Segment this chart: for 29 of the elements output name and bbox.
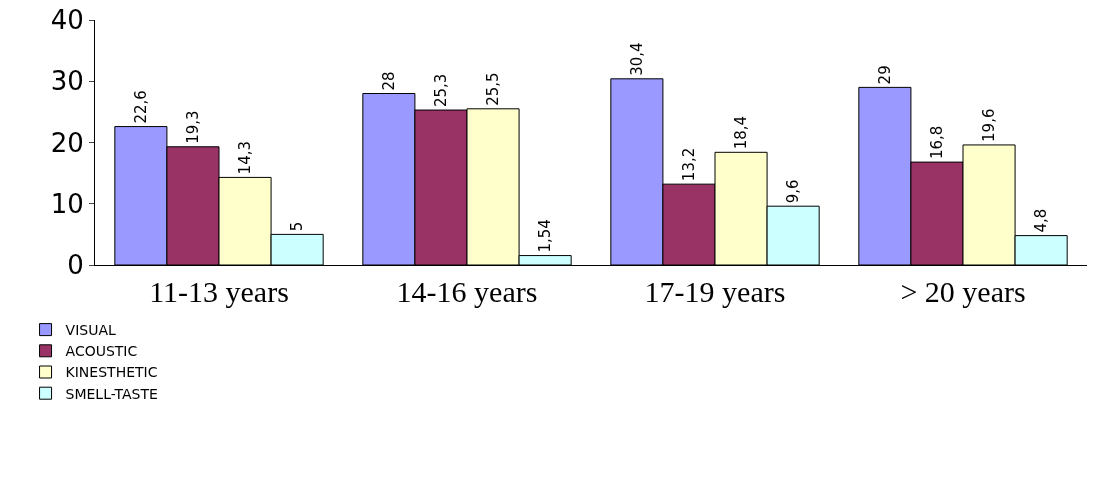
data-label: 25,3 <box>431 73 450 108</box>
legend-label: KINESTHETIC <box>65 364 158 381</box>
y-tick-label: 20 <box>50 127 84 158</box>
data-label: 5 <box>288 221 307 232</box>
data-label: 1,54 <box>536 219 555 253</box>
data-label: 28 <box>379 71 398 91</box>
data-label: 4,8 <box>1032 208 1051 233</box>
data-label: 13,2 <box>679 147 698 182</box>
data-label: 14,3 <box>236 141 255 175</box>
data-label: 30,4 <box>627 42 646 76</box>
data-label: 9,6 <box>784 179 803 204</box>
y-tick-label: 10 <box>50 188 84 219</box>
y-tick-label: 30 <box>50 66 84 97</box>
y-tick-label: 40 <box>50 5 84 36</box>
y-tick-label: 0 <box>67 250 84 281</box>
data-label: 25,5 <box>484 72 503 106</box>
legend-label: SMELL-TASTE <box>65 385 158 402</box>
data-label: 16,8 <box>927 125 946 160</box>
x-tick-label: 11-13 years <box>149 275 289 308</box>
data-label: 19,3 <box>183 110 202 144</box>
data-label: 18,4 <box>732 115 751 150</box>
data-label: 29 <box>875 65 894 85</box>
x-tick-label: 14-16 years <box>396 275 538 308</box>
data-label: 19,6 <box>980 108 999 142</box>
legend-label: VISUAL <box>65 322 116 339</box>
data-label: 22,6 <box>131 90 150 124</box>
x-tick-label: > 20 years <box>900 275 1026 308</box>
x-tick-label: 17-19 years <box>644 275 786 308</box>
legend-label: ACOUSTIC <box>65 343 138 360</box>
